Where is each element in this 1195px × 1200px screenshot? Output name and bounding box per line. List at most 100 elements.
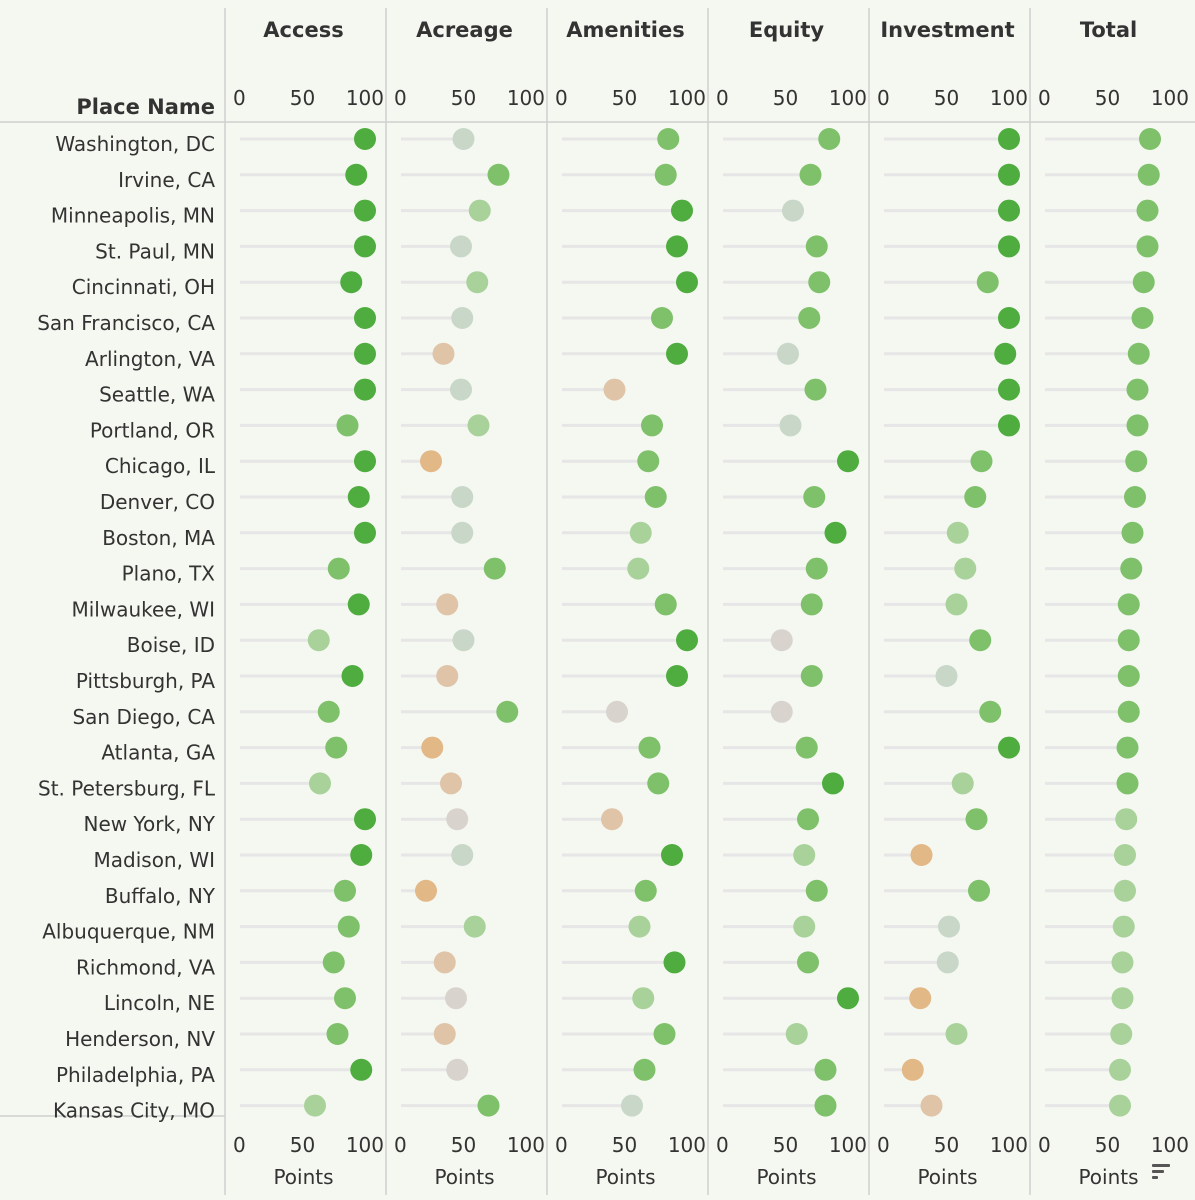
data-point xyxy=(450,378,472,401)
place-name-label: Washington, DC xyxy=(55,132,215,156)
data-point xyxy=(304,1094,326,1117)
place-name-label: Pittsburgh, PA xyxy=(76,669,215,693)
data-point xyxy=(601,808,623,831)
data-point xyxy=(440,772,462,795)
data-point xyxy=(1117,629,1140,652)
data-point xyxy=(1117,593,1140,616)
place-name-label: St. Paul, MN xyxy=(95,239,215,263)
bottom-tick-label: 50 xyxy=(290,1133,315,1157)
top-tick-label: 50 xyxy=(934,86,959,110)
data-point xyxy=(1131,307,1154,329)
column-header: Amenities xyxy=(566,18,685,42)
bottom-tick-label: 0 xyxy=(1038,1133,1051,1157)
data-point xyxy=(824,521,847,544)
data-point xyxy=(1126,414,1149,437)
data-point xyxy=(945,1023,968,1045)
data-point xyxy=(945,593,968,616)
data-point xyxy=(466,271,489,294)
data-point xyxy=(799,163,822,186)
data-point xyxy=(647,772,670,795)
bottom-tick-label: 100 xyxy=(1151,1133,1189,1157)
data-point xyxy=(770,700,793,723)
top-tick-label: 50 xyxy=(1095,86,1120,110)
bottom-tick-label: 50 xyxy=(612,1133,637,1157)
data-point xyxy=(666,342,688,365)
top-tick-label: 50 xyxy=(612,86,637,110)
data-point xyxy=(793,915,816,938)
data-point xyxy=(450,235,472,258)
data-point xyxy=(637,450,660,473)
place-name-label: Boston, MA xyxy=(102,526,215,550)
data-point xyxy=(805,879,828,902)
data-point xyxy=(336,414,359,437)
data-point xyxy=(936,951,959,974)
top-tick-label: 100 xyxy=(990,86,1028,110)
data-point xyxy=(347,593,370,616)
data-point xyxy=(657,128,680,150)
data-point xyxy=(800,665,823,687)
data-point xyxy=(663,951,686,974)
data-point xyxy=(327,557,350,580)
place-name-label: Chicago, IL xyxy=(105,454,216,478)
place-name-label: Atlanta, GA xyxy=(101,741,215,765)
data-point xyxy=(309,772,331,795)
data-point xyxy=(633,1058,656,1081)
data-point xyxy=(837,987,859,1010)
data-point xyxy=(468,199,491,222)
data-point xyxy=(1125,450,1148,473)
data-point xyxy=(463,915,486,938)
data-point xyxy=(452,128,475,150)
place-name-label: Albuquerque, NM xyxy=(42,920,215,944)
data-point xyxy=(1121,521,1144,544)
place-name-label: Madison, WI xyxy=(94,848,215,872)
data-point xyxy=(920,1094,943,1117)
data-point xyxy=(998,163,1020,186)
data-point xyxy=(938,915,960,938)
top-tick-label: 100 xyxy=(668,86,706,110)
place-name-label: St. Petersburg, FL xyxy=(38,776,216,800)
data-point xyxy=(965,808,988,831)
data-point xyxy=(651,307,673,329)
data-point xyxy=(467,414,490,437)
data-point xyxy=(432,342,455,365)
data-point xyxy=(1114,844,1136,866)
place-name-label: Philadelphia, PA xyxy=(56,1063,215,1087)
place-name-label: Portland, OR xyxy=(90,418,215,442)
place-name-label: Boise, ID xyxy=(127,633,215,657)
bottom-tick-label: 0 xyxy=(716,1133,729,1157)
data-point xyxy=(1116,736,1139,759)
bottom-tick-label: 100 xyxy=(668,1133,706,1157)
row-header-label: Place Name xyxy=(76,95,215,119)
top-tick-label: 0 xyxy=(555,86,568,110)
sort-icon[interactable] xyxy=(1152,1164,1170,1180)
data-point xyxy=(1114,879,1136,902)
data-point xyxy=(354,235,376,258)
data-point xyxy=(804,378,827,401)
data-point xyxy=(976,271,999,294)
axis-title: Points xyxy=(595,1165,655,1189)
data-point xyxy=(951,772,974,795)
bottom-tick-label: 0 xyxy=(555,1133,568,1157)
bottom-tick-label: 0 xyxy=(877,1133,890,1157)
bottom-tick-label: 100 xyxy=(829,1133,867,1157)
data-point xyxy=(998,307,1020,329)
data-point xyxy=(837,450,859,473)
data-point xyxy=(354,342,376,365)
place-name-label: Henderson, NV xyxy=(65,1027,215,1051)
data-point xyxy=(1136,235,1159,258)
data-point xyxy=(798,307,821,329)
data-point xyxy=(661,844,683,866)
column-header: Equity xyxy=(749,18,825,42)
data-point xyxy=(666,235,688,258)
data-point xyxy=(1124,486,1146,508)
data-point xyxy=(1132,271,1155,294)
data-point xyxy=(654,593,677,616)
place-name-label: Kansas City, MO xyxy=(53,1099,215,1123)
data-point xyxy=(621,1094,643,1117)
data-point xyxy=(998,378,1020,401)
data-point xyxy=(446,1058,469,1081)
data-point xyxy=(1110,1023,1133,1045)
data-point xyxy=(641,414,663,437)
data-point xyxy=(627,557,650,580)
